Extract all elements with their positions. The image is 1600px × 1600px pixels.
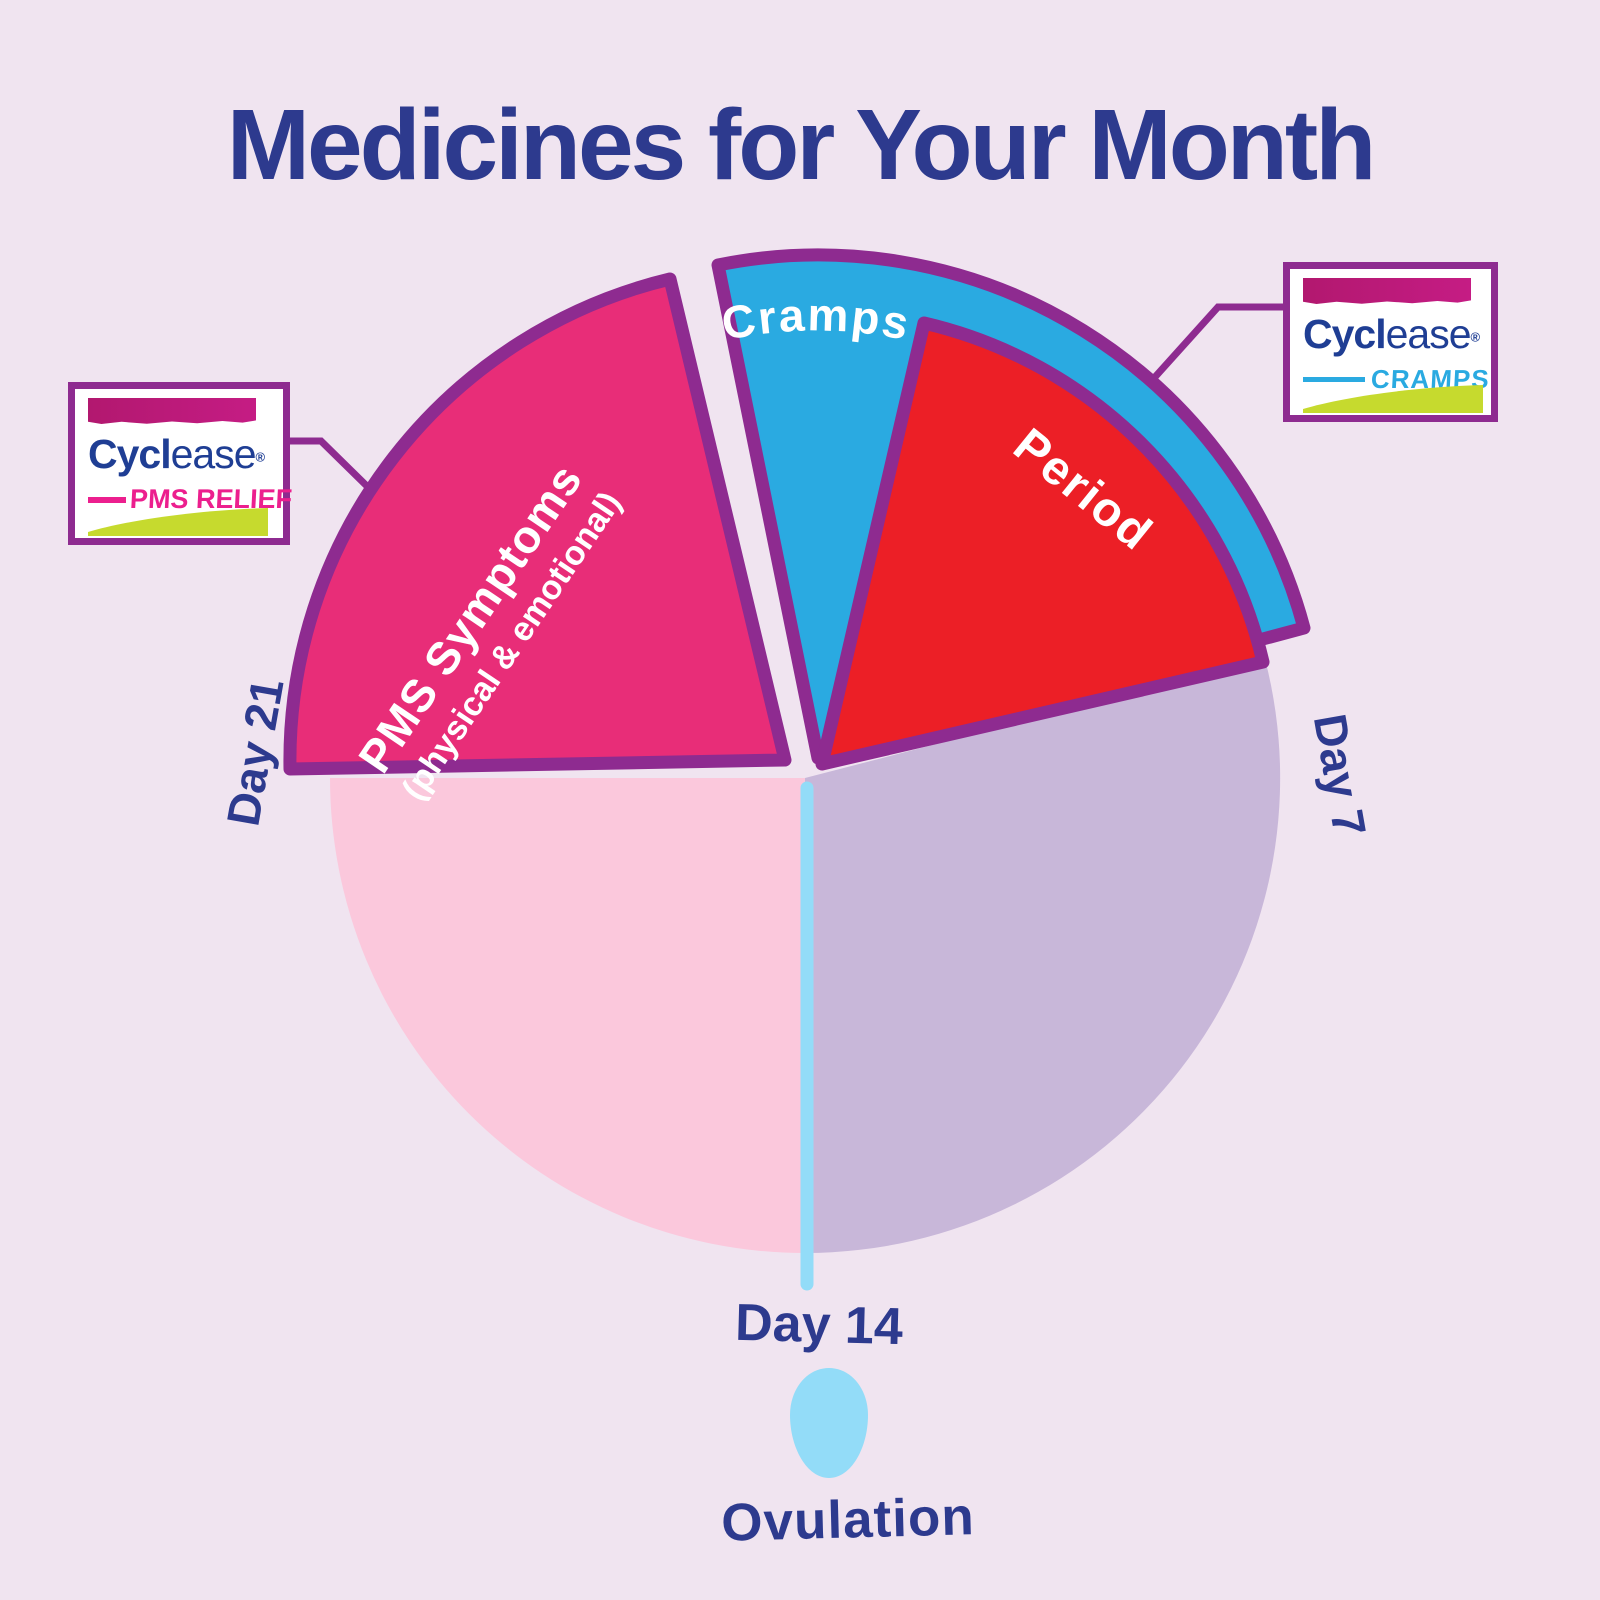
product-label-pms-relief: Cyclease® PMS RELIEF xyxy=(68,382,293,545)
variant-dash-icon xyxy=(1303,377,1365,382)
brand-bold-text: Cycl xyxy=(88,431,172,477)
brand-logo-pms-relief: Cyclease® xyxy=(88,431,265,478)
segment-pms xyxy=(283,272,792,776)
brand-light-text: ease xyxy=(1385,311,1472,357)
ovulation-droplet-icon xyxy=(790,1368,868,1478)
brand-bold-text: Cycl xyxy=(1303,311,1387,357)
brand-logo-cramps: Cyclease® xyxy=(1303,311,1480,358)
brand-brush-bar xyxy=(1303,278,1471,305)
page-title: Medicines for Your Month xyxy=(226,89,1377,201)
day-14-label: Day 14 xyxy=(734,1293,904,1357)
variant-dash-icon xyxy=(88,496,126,503)
registered-mark: ® xyxy=(255,449,266,465)
variant-line-pms-relief: PMS RELIEF xyxy=(88,484,293,515)
registered-mark: ® xyxy=(1470,329,1481,345)
product-label-cramps: Cyclease® CRAMPS xyxy=(1283,262,1498,422)
variant-line-cramps: CRAMPS xyxy=(1303,364,1490,395)
base-sector-lavender xyxy=(805,659,1281,1253)
brand-brush-bar xyxy=(88,398,256,425)
base-sector-pink xyxy=(330,778,805,1253)
segment-label-cramps: Cramps xyxy=(718,288,913,350)
segment-label-cramps-text: Cramps xyxy=(718,288,915,350)
swoosh-icon xyxy=(1303,385,1483,413)
segment-period xyxy=(815,316,1270,771)
swoosh-icon xyxy=(88,508,268,536)
connector-line-cramps xyxy=(1143,303,1285,390)
brand-light-text: ease xyxy=(170,431,257,477)
ovulation-label: Ovulation xyxy=(720,1487,976,1553)
